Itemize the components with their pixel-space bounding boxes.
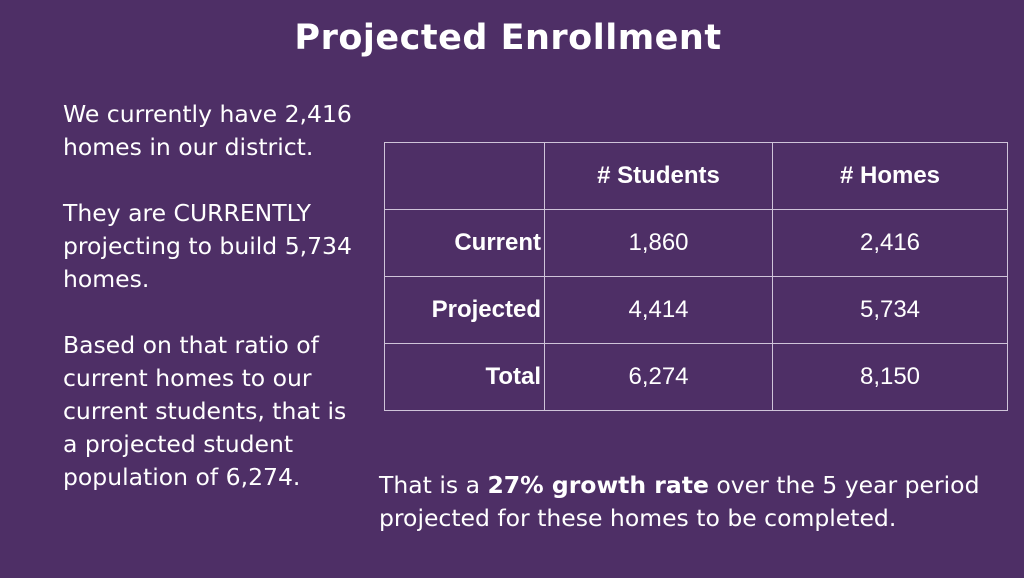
current-homes-paragraph: We currently have 2,416 homes in our dis… (63, 100, 352, 161)
table-header-students: # Students (544, 142, 773, 210)
growth-rate-statement: That is a 27% growth rate over the 5 yea… (379, 469, 1019, 535)
row-label-total: Total (384, 343, 545, 411)
table-row: Current 1,860 2,416 (384, 209, 1008, 277)
projected-homes-cell: 5,734 (772, 276, 1008, 344)
projected-homes-paragraph: They are CURRENTLY projecting to build 5… (63, 199, 352, 293)
description-text: We currently have 2,416 homes in our dis… (63, 98, 353, 527)
table-header-row: # Students # Homes (384, 142, 1008, 210)
table-row: Total 6,274 8,150 (384, 343, 1008, 411)
growth-rate-highlight: 27% growth rate (487, 471, 709, 499)
enrollment-table: # Students # Homes Current 1,860 2,416 P… (384, 142, 1008, 411)
table-header-homes: # Homes (772, 142, 1008, 210)
table-header-blank (384, 142, 545, 210)
current-students-cell: 1,860 (544, 209, 773, 277)
page-title: Projected Enrollment (294, 18, 722, 58)
projected-students-cell: 4,414 (544, 276, 773, 344)
growth-suffix: over the 5 year period projected for the… (379, 471, 980, 532)
row-label-current: Current (384, 209, 545, 277)
total-homes-cell: 8,150 (772, 343, 1008, 411)
table-row: Projected 4,414 5,734 (384, 276, 1008, 344)
projection-paragraph: Based on that ratio of current homes to … (63, 331, 347, 491)
total-students-cell: 6,274 (544, 343, 773, 411)
row-label-projected: Projected (384, 276, 545, 344)
growth-prefix: That is a (379, 471, 488, 499)
current-homes-cell: 2,416 (772, 209, 1008, 277)
